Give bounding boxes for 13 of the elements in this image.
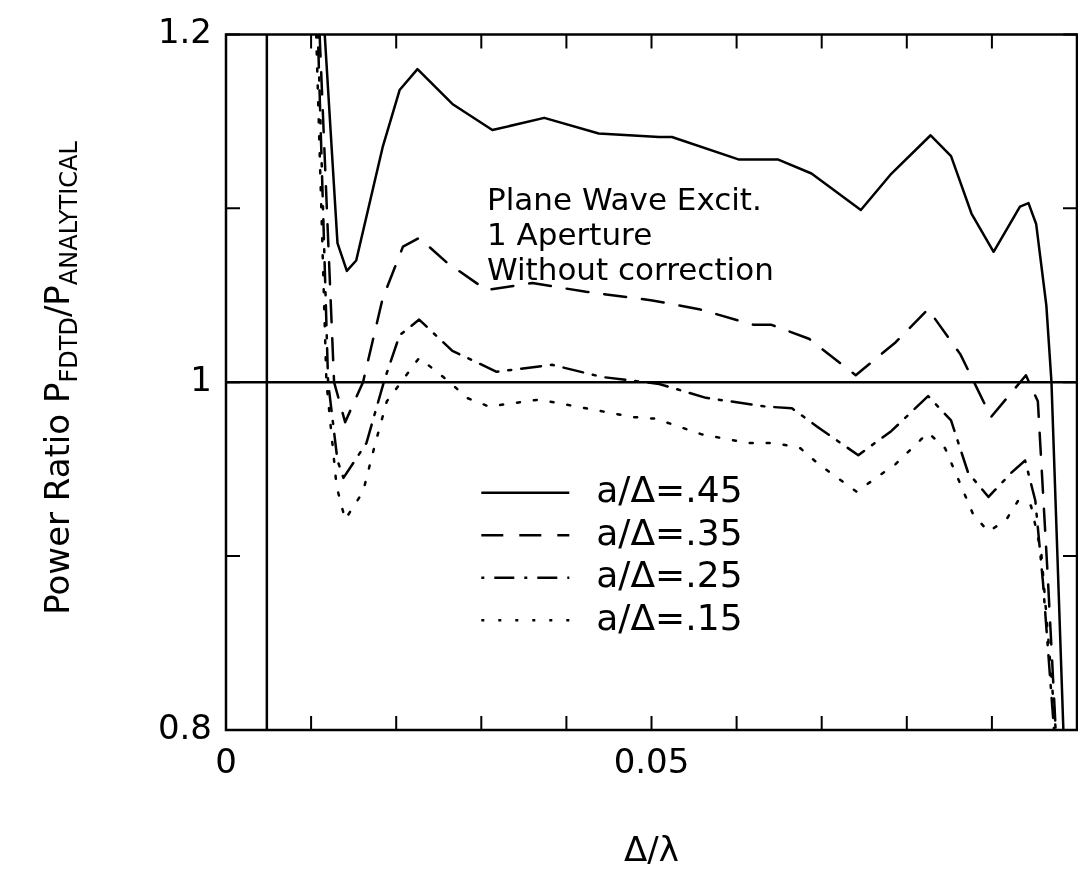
legend-label: a/Δ=.25 <box>596 554 743 596</box>
y-tick-label: 1.2 <box>157 11 212 52</box>
y-tick-label: 1 <box>190 359 212 400</box>
x-axis-title: Δ/λ <box>624 829 679 870</box>
legend-label: a/Δ=.45 <box>596 469 743 511</box>
x-tick-label: 0 <box>215 741 237 782</box>
annotation: 1 Aperture <box>487 216 653 253</box>
y-tick-label: 0.8 <box>157 706 212 747</box>
annotation: Without correction <box>487 251 774 288</box>
x-tick-label: 0.05 <box>613 741 690 782</box>
annotation: Plane Wave Excit. <box>487 181 762 218</box>
legend-label: a/Δ=.15 <box>596 596 743 638</box>
legend-label: a/Δ=.35 <box>596 511 743 553</box>
